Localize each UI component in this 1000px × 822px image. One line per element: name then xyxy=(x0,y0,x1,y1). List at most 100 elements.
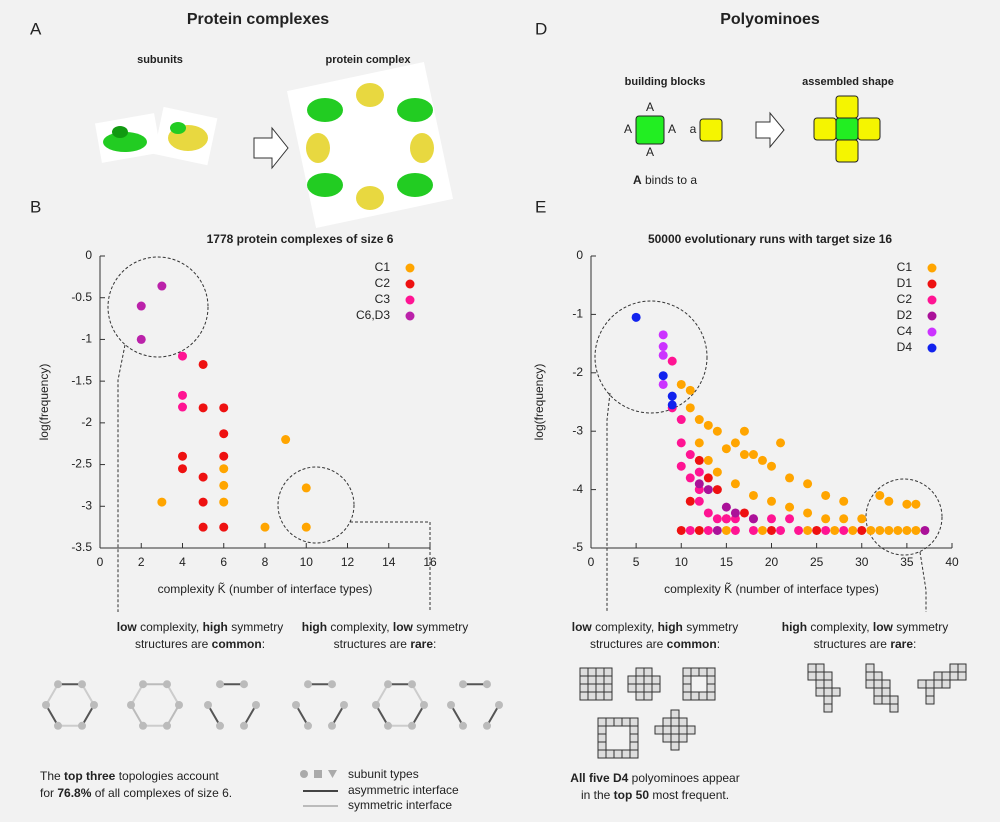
caption-line: structures are rare: xyxy=(814,637,917,651)
legend-marker xyxy=(405,279,415,289)
block-a xyxy=(699,118,723,142)
label: subunits xyxy=(137,54,183,66)
graph-node xyxy=(240,680,248,689)
poly-cell xyxy=(678,725,688,735)
caption-part: high xyxy=(203,620,228,634)
point xyxy=(721,514,731,524)
poly-cell xyxy=(651,683,661,693)
poly-cell xyxy=(629,733,639,743)
poly-cell xyxy=(815,687,825,697)
poly-cell xyxy=(698,667,708,677)
graph-edge xyxy=(166,704,180,727)
poly-cell xyxy=(643,683,653,693)
poly-cell xyxy=(881,679,891,689)
legend-marker xyxy=(927,263,937,273)
point xyxy=(178,390,187,400)
graph-edge xyxy=(81,683,95,706)
caption-part: of all complexes of size 6. xyxy=(91,786,232,800)
caption-part: for xyxy=(40,786,57,800)
point xyxy=(911,499,921,509)
y-tick-label: 0 xyxy=(576,248,583,262)
graph-node xyxy=(328,680,336,689)
graph-node xyxy=(78,721,86,730)
x-tick-label: 20 xyxy=(765,555,779,569)
key-icon xyxy=(328,770,337,778)
caption-line: low complexity, high symmetry xyxy=(572,620,738,634)
point xyxy=(658,330,668,340)
y-tick-label: -5 xyxy=(572,540,583,554)
point xyxy=(839,525,849,535)
point xyxy=(219,522,229,532)
point xyxy=(198,522,208,532)
poly-cell xyxy=(889,695,899,705)
subunits-image xyxy=(94,106,218,166)
assembled-shape xyxy=(813,95,881,163)
caption-line: high complexity, low symmetry xyxy=(302,620,468,634)
x-tick-label: 16 xyxy=(423,555,437,569)
point xyxy=(794,525,804,535)
caption-part: : xyxy=(262,637,265,651)
caption-part: high xyxy=(658,620,683,634)
point xyxy=(198,403,208,413)
poly-cell xyxy=(670,725,680,735)
caption-part: The xyxy=(40,769,64,783)
graph-node xyxy=(340,701,348,709)
graph-node xyxy=(139,680,147,689)
poly-cell xyxy=(706,683,716,693)
point xyxy=(219,429,229,439)
point xyxy=(667,391,677,401)
poly-cell xyxy=(635,683,645,693)
caption-part: structures are xyxy=(814,637,891,651)
graph-node xyxy=(495,701,503,709)
point xyxy=(703,473,713,483)
poly-cell xyxy=(823,687,833,697)
graph-node xyxy=(384,680,392,689)
poly-cell xyxy=(579,675,589,685)
point xyxy=(685,450,695,460)
x-axis-label: complexity K̃ (number of interface types… xyxy=(158,581,373,596)
legend-marker xyxy=(927,327,937,337)
poly-cell xyxy=(941,671,951,681)
legend-label: C4 xyxy=(897,324,913,338)
legend-label: C1 xyxy=(375,260,391,274)
legend-label: C2 xyxy=(375,276,391,290)
point xyxy=(712,426,722,436)
poly-cell xyxy=(613,749,623,759)
point xyxy=(748,514,758,524)
poly-cell xyxy=(933,679,943,689)
point xyxy=(884,525,894,535)
poly-cell xyxy=(957,663,967,673)
legend-label: C2 xyxy=(897,292,913,306)
panel-letter: D xyxy=(535,19,547,38)
point xyxy=(776,525,786,535)
point xyxy=(830,525,840,535)
poly-cell xyxy=(925,695,935,705)
point xyxy=(685,403,695,413)
point xyxy=(631,312,641,322)
poly-cell xyxy=(698,691,708,701)
poly-cell xyxy=(597,741,607,751)
graph-edge xyxy=(166,683,180,706)
poly-cell xyxy=(629,749,639,759)
poly-cell xyxy=(587,691,597,701)
graph-node xyxy=(54,721,62,730)
y-tick-label: -2 xyxy=(81,415,92,429)
caption-part: complexity, xyxy=(327,620,393,634)
poly-cell xyxy=(807,671,817,681)
point xyxy=(739,450,749,460)
point xyxy=(136,334,146,344)
y-tick-label: -3 xyxy=(81,498,92,512)
point xyxy=(157,497,167,507)
poly-cell xyxy=(823,695,833,705)
x-tick-label: 8 xyxy=(262,555,269,569)
graph-edge xyxy=(130,704,144,727)
graph-edge xyxy=(81,704,95,727)
caption-part: low xyxy=(393,620,414,634)
poly-cell xyxy=(670,709,680,719)
point xyxy=(803,508,813,518)
poly-cell xyxy=(925,679,935,689)
poly-cell xyxy=(605,717,615,727)
graph-edge xyxy=(45,704,59,727)
label: protein complex xyxy=(326,54,412,66)
